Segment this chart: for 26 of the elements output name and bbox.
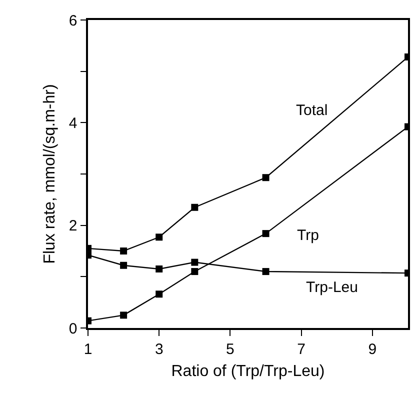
y-tick-label: 4	[68, 114, 78, 132]
series-label: Total	[296, 102, 328, 119]
y-tick-label: 0	[68, 320, 78, 338]
x-tick-label: 9	[368, 340, 377, 358]
x-tick-label: 1	[84, 340, 92, 358]
point	[120, 312, 128, 319]
point	[120, 262, 128, 269]
x-tick-label: 5	[226, 340, 234, 358]
y-axis-title: Flux rate, mmol/(sq.m-hr)	[41, 84, 58, 264]
x-tick-label: 3	[154, 340, 164, 358]
point	[191, 204, 198, 211]
point	[191, 268, 198, 276]
x-axis-title: Ratio of (Trp/Trp-Leu)	[171, 362, 325, 380]
point	[156, 290, 163, 298]
series-label: Trp	[297, 227, 319, 244]
series-label: Trp-Leu	[306, 279, 358, 296]
point	[262, 230, 270, 238]
x-tick-label: 7	[297, 340, 306, 358]
y-tick-label: 2	[68, 218, 78, 235]
point	[262, 174, 270, 182]
point	[262, 268, 270, 276]
point	[120, 248, 128, 254]
point	[191, 258, 198, 266]
point	[156, 265, 163, 272]
y-tick-label: 6	[68, 12, 78, 30]
point	[156, 234, 163, 241]
